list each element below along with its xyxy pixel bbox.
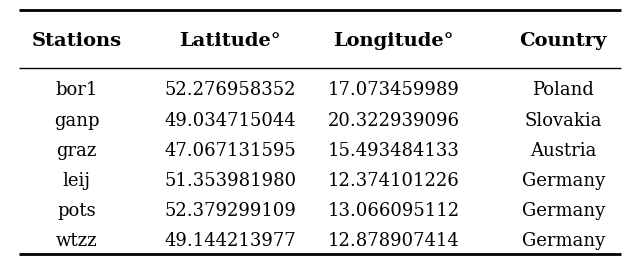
Text: Austria: Austria (530, 142, 596, 160)
Text: Germany: Germany (522, 202, 605, 220)
Text: wtzz: wtzz (56, 232, 98, 250)
Text: bor1: bor1 (56, 81, 98, 99)
Text: Slovakia: Slovakia (524, 112, 602, 129)
Text: ganp: ganp (54, 112, 100, 129)
Text: Longitude°: Longitude° (333, 32, 454, 50)
Text: Latitude°: Latitude° (180, 32, 281, 50)
Text: 12.878907414: 12.878907414 (328, 232, 460, 250)
Text: Country: Country (520, 32, 607, 50)
Text: 15.493484133: 15.493484133 (328, 142, 460, 160)
Text: Germany: Germany (522, 172, 605, 190)
Text: 52.276958352: 52.276958352 (164, 81, 296, 99)
Text: 49.144213977: 49.144213977 (164, 232, 296, 250)
Text: 51.353981980: 51.353981980 (164, 172, 296, 190)
Text: Poland: Poland (532, 81, 594, 99)
Text: Germany: Germany (522, 232, 605, 250)
Text: 20.322939096: 20.322939096 (328, 112, 460, 129)
Text: 17.073459989: 17.073459989 (328, 81, 460, 99)
Text: 52.379299109: 52.379299109 (164, 202, 296, 220)
Text: 12.374101226: 12.374101226 (328, 172, 460, 190)
Text: graz: graz (56, 142, 97, 160)
Text: Stations: Stations (32, 32, 122, 50)
Text: pots: pots (58, 202, 96, 220)
Text: 47.067131595: 47.067131595 (164, 142, 296, 160)
Text: 13.066095112: 13.066095112 (328, 202, 460, 220)
Text: 49.034715044: 49.034715044 (164, 112, 296, 129)
Text: leij: leij (63, 172, 91, 190)
